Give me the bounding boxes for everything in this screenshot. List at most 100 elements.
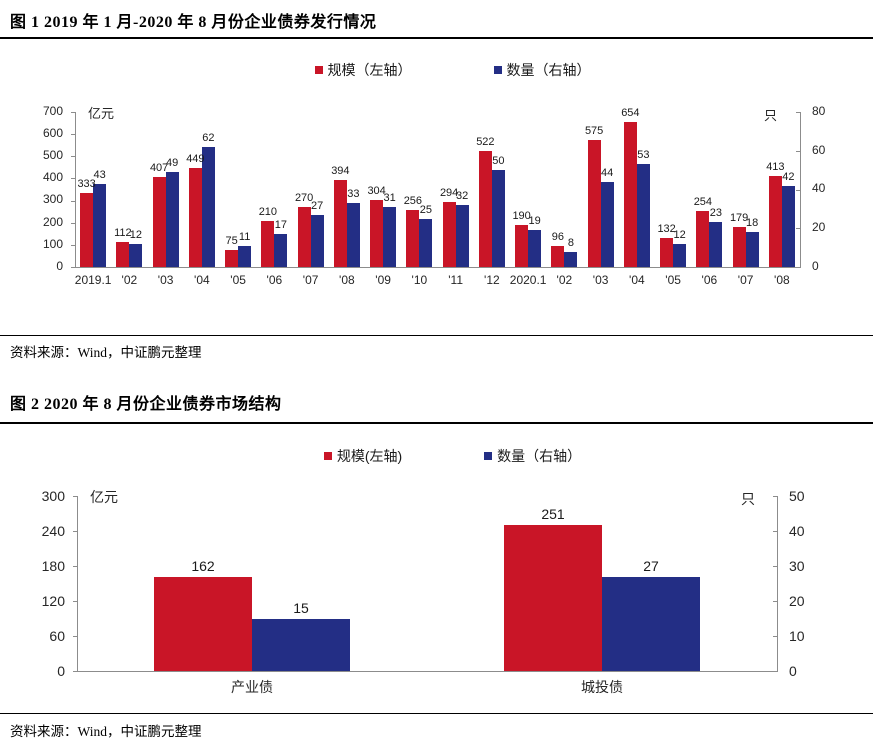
legend-item-scale: 规模(左轴) bbox=[323, 446, 402, 466]
scale-value-label: 294 bbox=[439, 186, 459, 199]
left-axis-tick bbox=[71, 134, 75, 136]
right-axis-tick bbox=[796, 228, 800, 230]
count-bar bbox=[781, 185, 795, 267]
scale-bar bbox=[623, 122, 637, 267]
count-value-label: 8 bbox=[567, 236, 574, 249]
left-axis-unit-label: 亿元 bbox=[90, 489, 118, 505]
left-axis-tick-label: 700 bbox=[42, 103, 63, 118]
x-axis-line bbox=[77, 671, 778, 672]
right-axis-tick bbox=[796, 189, 800, 191]
count-value-label: 62 bbox=[202, 131, 215, 144]
left-axis-tick-label: 60 bbox=[49, 627, 65, 644]
left-axis-tick bbox=[73, 531, 77, 532]
scale-bar bbox=[406, 210, 420, 267]
count-value-label: 50 bbox=[492, 155, 505, 168]
legend-label-count: 数量（右轴） bbox=[506, 62, 591, 78]
figure2-title: 图 2 2020 年 8 月份企业债券市场结构 bbox=[10, 396, 282, 413]
right-axis-tick-label: 50 bbox=[789, 487, 805, 504]
scale-value-label: 407 bbox=[149, 161, 169, 174]
count-bar bbox=[383, 206, 397, 267]
count-bar bbox=[274, 234, 288, 267]
scale-bar bbox=[515, 224, 529, 267]
left-axis-tick-label: 600 bbox=[42, 125, 63, 140]
count-bar bbox=[528, 230, 542, 267]
count-bar bbox=[346, 203, 360, 267]
x-axis-category-label: '08 bbox=[339, 273, 355, 287]
x-axis-category-label: 2019.1 bbox=[74, 273, 112, 287]
scale-bar bbox=[297, 207, 311, 267]
scale-bar bbox=[188, 167, 202, 267]
count-value-label: 32 bbox=[456, 190, 469, 202]
left-axis-tick bbox=[73, 601, 77, 602]
left-axis-tick-label: 180 bbox=[41, 557, 65, 574]
scale-bar bbox=[154, 576, 252, 671]
count-value-label: 27 bbox=[643, 557, 659, 574]
right-axis-tick-label: 40 bbox=[789, 522, 805, 539]
scale-value-label: 190 bbox=[512, 209, 531, 222]
right-axis-unit-label: 只 bbox=[764, 108, 778, 123]
scale-swatch-icon bbox=[323, 452, 332, 460]
figure2-title-divider bbox=[0, 422, 873, 424]
count-value-label: 12 bbox=[129, 228, 142, 241]
right-axis-tick bbox=[773, 601, 777, 602]
legend-item-count: 数量（右轴） bbox=[484, 446, 581, 466]
left-axis-unit-label: 亿元 bbox=[88, 106, 115, 121]
right-axis-tick-label: 20 bbox=[812, 220, 826, 235]
left-axis-tick-label: 300 bbox=[42, 192, 63, 207]
left-axis-tick bbox=[71, 156, 75, 158]
count-bar bbox=[455, 205, 469, 267]
left-axis-tick-label: 300 bbox=[41, 487, 65, 504]
scale-value-label: 254 bbox=[693, 195, 713, 208]
count-value-label: 42 bbox=[782, 170, 795, 183]
legend-item-scale: 规模（左轴） bbox=[314, 60, 412, 80]
scale-value-label: 75 bbox=[225, 235, 238, 248]
left-axis-tick-label: 120 bbox=[41, 592, 65, 609]
right-axis-tick bbox=[773, 636, 777, 637]
left-axis-tick bbox=[73, 496, 77, 497]
left-axis-tick bbox=[71, 178, 75, 180]
scale-value-label: 522 bbox=[476, 136, 495, 149]
scale-value-label: 162 bbox=[191, 557, 215, 574]
right-axis-tick-label: 30 bbox=[789, 557, 805, 574]
scale-bar bbox=[370, 199, 384, 267]
count-bar bbox=[419, 218, 433, 267]
figure2-source-divider bbox=[0, 713, 873, 714]
count-bar bbox=[201, 146, 215, 267]
count-value-label: 53 bbox=[637, 149, 650, 162]
left-axis-tick-label: 100 bbox=[42, 236, 63, 251]
scale-bar bbox=[333, 179, 347, 267]
scale-value-label: 413 bbox=[766, 160, 785, 173]
x-axis-category-label: 2020.1 bbox=[509, 273, 547, 287]
scale-bar bbox=[696, 210, 710, 267]
scale-bar bbox=[261, 220, 275, 267]
scale-bar bbox=[80, 193, 94, 267]
count-bar bbox=[673, 243, 687, 267]
right-axis-tick-label: 10 bbox=[789, 627, 805, 644]
right-axis-tick-label: 20 bbox=[789, 592, 805, 609]
right-axis-unit-label: 只 bbox=[741, 491, 755, 507]
scale-value-label: 210 bbox=[258, 205, 278, 218]
scale-value-label: 654 bbox=[621, 107, 640, 120]
scale-value-label: 394 bbox=[331, 164, 350, 177]
x-axis-category-label: '09 bbox=[375, 273, 391, 287]
count-value-label: 23 bbox=[709, 207, 722, 220]
scale-bar bbox=[660, 237, 674, 267]
count-value-label: 27 bbox=[311, 199, 324, 212]
legend-label-count: 数量（右轴） bbox=[497, 448, 582, 464]
left-axis-tick-label: 500 bbox=[42, 148, 63, 163]
right-axis-tick bbox=[773, 566, 777, 567]
left-axis-tick bbox=[71, 222, 75, 224]
x-axis-category-label: '03 bbox=[592, 273, 609, 287]
x-axis-line bbox=[75, 267, 801, 268]
count-bar bbox=[93, 183, 107, 267]
left-axis-tick bbox=[71, 267, 75, 268]
count-value-label: 43 bbox=[93, 168, 106, 181]
x-axis-category-label: '02 bbox=[121, 273, 138, 287]
left-axis-line bbox=[77, 496, 78, 671]
x-axis-category-label: '06 bbox=[701, 273, 718, 287]
scale-bar bbox=[478, 151, 492, 267]
count-value-label: 11 bbox=[238, 230, 251, 243]
left-axis-tick-label: 0 bbox=[56, 258, 63, 273]
figure1-chart: 规模（左轴） 数量（右轴） 0 100 200 300 400 500 600 700 0 20 4… bbox=[0, 39, 873, 335]
